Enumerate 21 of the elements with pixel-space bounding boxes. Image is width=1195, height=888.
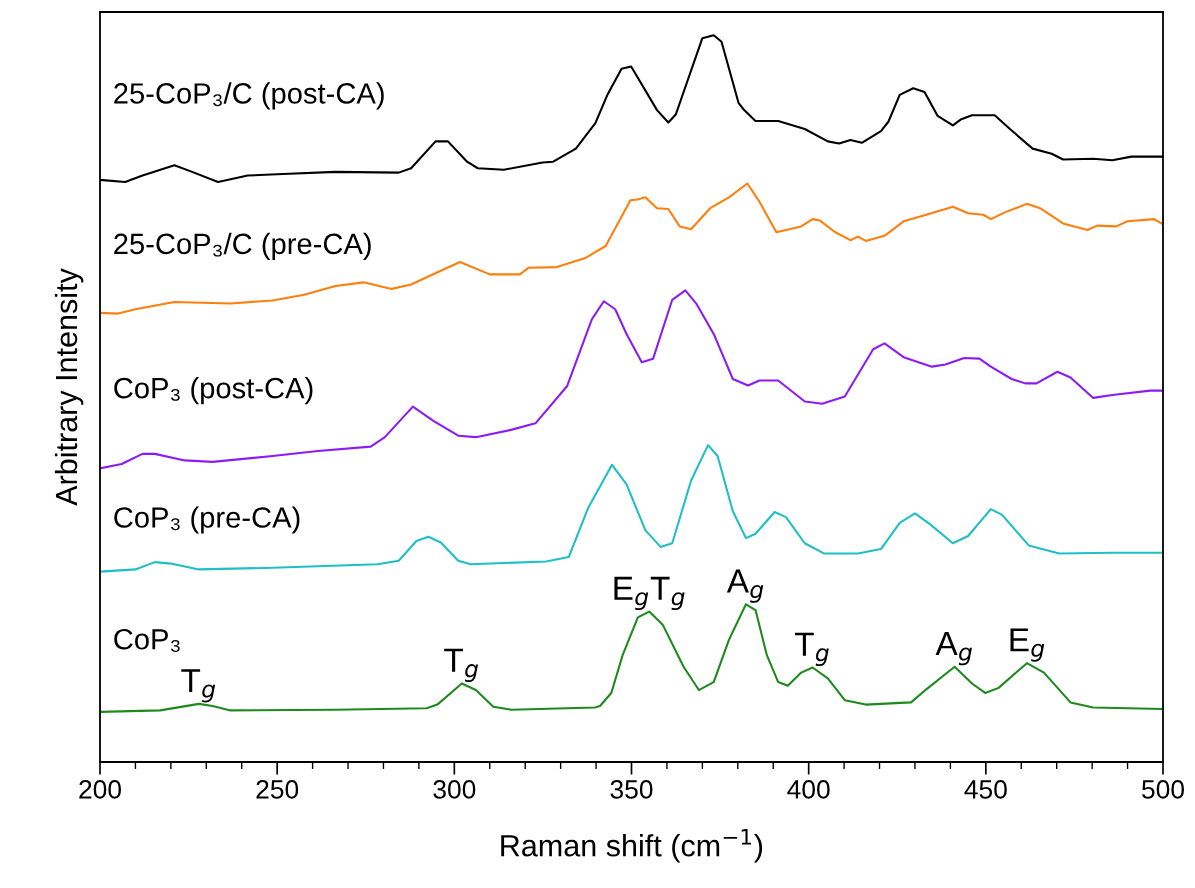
series-label: CoP₃ (pre-CA) [114, 506, 300, 534]
x-tick-label: 200 [79, 780, 121, 799]
series-label: CoP₃ [114, 628, 180, 652]
annotation: T$_{g}$ [181, 669, 216, 703]
series-label: CoP₃ (post-CA) [114, 377, 313, 405]
text: 25-CoP₃/C (post-CA) [114, 82, 384, 110]
annotation: A$_{g}$ [726, 569, 764, 603]
x-tick-label: 300 [433, 780, 476, 799]
series-label: 25-CoP₃/C (pre-CA) [114, 232, 371, 260]
x-tick-label: 250 [256, 780, 299, 799]
y-axis-title: Arbitrary Intensity [54, 268, 84, 506]
x-axis-title: Raman shift (cm$^{−1}$) [501, 828, 763, 863]
x-tick-label: 500 [1142, 780, 1184, 799]
annotation: E$_{g}$T$_{g}$ [614, 576, 685, 611]
annotation: T$_{g}$ [794, 632, 829, 667]
x-tick-label: 400 [787, 780, 830, 799]
annotation: E$_{g}$ [1010, 628, 1045, 662]
annotation: T$_{g}$ [444, 648, 479, 683]
annotation: A$_{g}$ [935, 632, 972, 666]
x-tick-label: 350 [610, 780, 653, 799]
x-tick-label: 450 [964, 780, 1007, 799]
